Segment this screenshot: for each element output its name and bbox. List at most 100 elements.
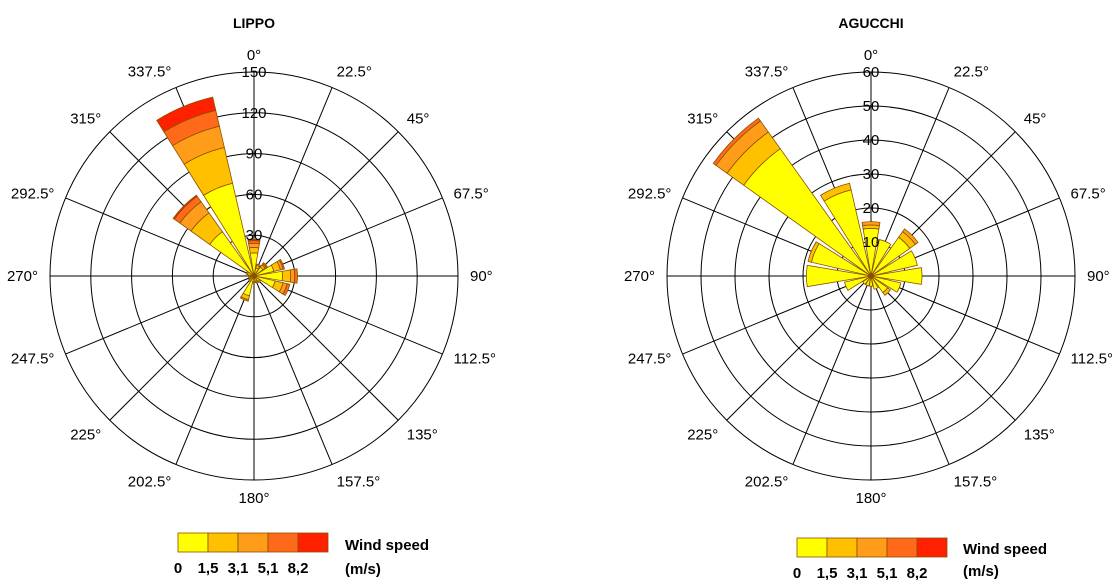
legend-tick-label: 3,1 [847,565,868,580]
direction-label: 22.5° [337,63,372,80]
legend-swatch [237,532,269,553]
grid-spoke [65,275,255,355]
wind-bar-segment [248,247,260,254]
wind-bar-segment [282,283,291,297]
wind-speed-legend: Wind speed (m/s) 0 1,5 3,1 5,1 8,2 [793,537,1047,580]
direction-label: 135° [1024,427,1055,444]
wind-bar-segment [870,250,918,277]
grid-spoke [792,275,872,465]
grid-spoke [253,131,399,277]
grid-spoke [175,275,255,465]
grid-spoke [253,275,399,421]
wind-speed-legend: Wind speed (m/s) 0 1,5 3,1 5,1 8,2 [174,532,429,578]
radial-tick-label: 40 [863,132,880,149]
wind-rose-agucchi: AGUCCHI 10 20 30 40 50 600° 22.5° 45° 67.5° 90° 11… [624,15,1112,507]
chart-title: AGUCCHI [838,15,903,31]
wind-bar-segment [870,267,923,285]
grid-spoke [253,87,333,277]
direction-label: 45° [407,110,430,127]
wind-bar-segment [289,268,296,284]
direction-label: 157.5° [337,474,381,491]
legend-tick-label: 8,2 [907,565,928,580]
direction-label: 225° [70,427,101,444]
direction-label: 90° [470,268,493,285]
legend-tick-label: 1,5 [817,565,838,580]
legend-title: Wind speed [963,541,1047,558]
direction-label: 315° [70,110,101,127]
radial-tick-label: 10 [863,234,880,251]
direction-label: 247.5° [628,351,672,368]
grid-spoke [870,275,1016,421]
legend-swatch [267,532,299,553]
legend-tick-label: 8,2 [288,560,309,577]
grid-spoke [870,275,1060,355]
legend-tick-label: 1,5 [198,560,219,577]
direction-label: 225° [687,427,718,444]
direction-label: 202.5° [128,474,172,491]
wind-bar-segment [278,258,285,270]
grid-spoke [253,197,443,277]
wind-bar-segment [262,262,268,268]
wind-bar-segment [820,182,852,202]
direction-label: 90° [1087,268,1110,285]
direction-label: 270° [7,268,38,285]
direction-label: 180° [855,490,886,507]
wind-bar-segment [281,269,292,283]
wind-bar-segment [862,275,872,285]
wind-bar-segment [156,96,217,133]
wind-bar-segment [870,275,879,290]
wind-bar-segment [844,275,872,291]
grid-spoke [65,197,255,277]
radial-tick-label: 150 [241,64,266,81]
legend-swatch [796,537,828,558]
wind-bar-segment [252,280,256,284]
chart-title: LIPPO [233,15,275,31]
radial-tick-label: 20 [863,200,880,217]
direction-label: 112.5° [1071,351,1112,368]
direction-label: 247.5° [11,351,55,368]
legend-tick-label: 5,1 [258,560,279,577]
grid-spoke [109,275,255,421]
radial-tick-label: 120 [241,105,266,122]
radial-tick-label: 30 [246,227,263,244]
wind-bar-segment [861,221,881,227]
legend-tick-label: 0 [793,565,801,580]
legend-swatch [856,537,888,558]
direction-label: 135° [407,427,438,444]
wind-bar-segment [807,241,820,263]
direction-label: 22.5° [954,63,989,80]
grid-spoke [726,275,872,421]
direction-label: 315° [687,110,718,127]
direction-label: 180° [238,490,269,507]
legend-tick-label: 5,1 [877,565,898,580]
radial-tick-label: 60 [863,64,880,81]
direction-label: 292.5° [628,185,672,202]
radial-tick-label: 30 [863,166,880,183]
direction-label: 337.5° [745,63,789,80]
radial-tick-label: 90 [246,146,263,163]
wind-bar-segment [902,228,919,245]
radial-tick-label: 50 [863,98,880,115]
direction-label: 292.5° [11,185,55,202]
direction-label: 0° [247,47,261,64]
legend-swatch [207,532,239,553]
wind-bar-segment [255,263,262,268]
wind-bar-segment [247,238,261,242]
direction-label: 67.5° [454,185,489,202]
legend-unit: (m/s) [345,561,381,578]
grid-spoke [253,275,333,465]
legend-swatch [177,532,209,553]
legend-swatch [297,532,329,553]
legend-tick-label: 0 [174,560,182,577]
wind-bar-segment [870,275,902,293]
direction-label: 0° [864,47,878,64]
wind-bar-segment [245,271,249,275]
legend-swatch [916,537,948,558]
direction-label: 112.5° [454,351,496,368]
wind-bar-segment [254,280,259,284]
wind-bar-segment [293,268,298,284]
legend-swatch [826,537,858,558]
direction-label: 157.5° [954,474,998,491]
direction-label: 67.5° [1071,185,1106,202]
